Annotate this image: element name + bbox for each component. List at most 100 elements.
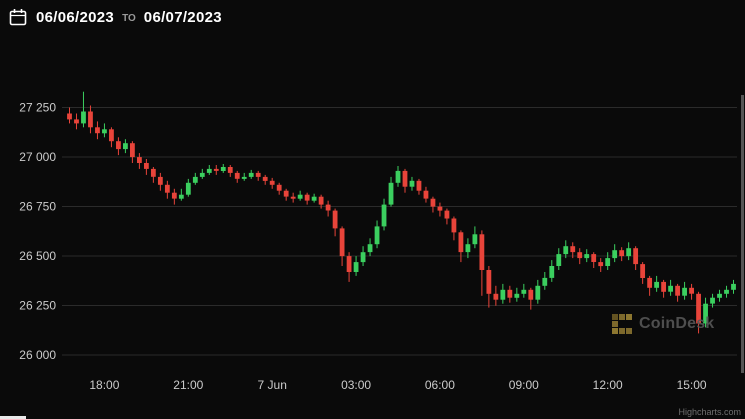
y-axis-label: 26 250 bbox=[19, 299, 56, 313]
candle bbox=[325, 200, 331, 217]
candle bbox=[143, 159, 149, 175]
candle bbox=[507, 285, 513, 303]
candle bbox=[626, 242, 632, 261]
x-axis-label: 12:00 bbox=[593, 378, 623, 392]
candle bbox=[696, 291, 701, 334]
candle bbox=[353, 256, 359, 276]
candle bbox=[304, 192, 310, 205]
candle bbox=[591, 252, 597, 268]
candle bbox=[542, 272, 548, 290]
candle bbox=[640, 262, 646, 284]
y-axis-label: 27 250 bbox=[19, 101, 56, 115]
candle bbox=[283, 188, 289, 201]
candle bbox=[619, 247, 625, 262]
candle bbox=[682, 281, 687, 300]
candle bbox=[584, 249, 590, 263]
candle bbox=[192, 172, 198, 185]
candle bbox=[395, 166, 401, 187]
candle bbox=[81, 91, 86, 128]
coindesk-watermark: CoinDesk bbox=[612, 314, 714, 334]
y-axis-label: 26 750 bbox=[19, 200, 56, 214]
candle bbox=[703, 297, 708, 328]
candle bbox=[437, 202, 443, 217]
candle bbox=[633, 246, 639, 270]
candle bbox=[339, 226, 345, 266]
candle bbox=[528, 287, 534, 310]
candle bbox=[472, 226, 478, 249]
candle bbox=[74, 113, 79, 130]
candle bbox=[157, 172, 163, 191]
x-axis-label: 09:00 bbox=[509, 378, 539, 392]
candle bbox=[465, 238, 471, 259]
candle bbox=[269, 177, 275, 189]
candle bbox=[136, 153, 142, 169]
candle bbox=[102, 123, 107, 138]
candle bbox=[535, 279, 541, 304]
candle bbox=[255, 170, 261, 181]
coindesk-logo-icon bbox=[612, 314, 632, 334]
candle bbox=[514, 287, 520, 302]
date-separator: TO bbox=[122, 12, 136, 24]
candle bbox=[549, 260, 555, 282]
candle bbox=[556, 248, 562, 270]
candle bbox=[570, 242, 576, 259]
candle bbox=[423, 186, 429, 203]
candle bbox=[199, 168, 205, 179]
highcharts-credits-link[interactable]: Highcharts.com bbox=[678, 407, 741, 417]
candle bbox=[206, 165, 212, 175]
candle bbox=[381, 198, 387, 231]
candle bbox=[227, 165, 233, 177]
candle bbox=[654, 275, 660, 292]
from-date[interactable]: 06/06/2023 bbox=[36, 8, 115, 26]
candle bbox=[563, 240, 569, 259]
candle bbox=[605, 252, 611, 270]
date-range-picker[interactable]: 06/06/2023 TO 06/07/2023 bbox=[8, 7, 222, 27]
candle bbox=[416, 178, 422, 195]
vertical-scrollbar[interactable] bbox=[741, 95, 744, 373]
candle bbox=[220, 164, 226, 173]
y-axis-label: 27 000 bbox=[19, 150, 56, 164]
candle bbox=[598, 258, 604, 272]
candle bbox=[332, 208, 338, 237]
candle bbox=[689, 283, 694, 300]
candle bbox=[130, 141, 135, 163]
horizontal-scrollbar-fragment[interactable] bbox=[0, 416, 26, 419]
candle bbox=[724, 285, 729, 298]
candle bbox=[297, 190, 303, 201]
candle bbox=[178, 188, 184, 201]
candle bbox=[675, 283, 680, 302]
x-axis-label: 03:00 bbox=[341, 378, 371, 392]
candle bbox=[668, 279, 673, 296]
candle bbox=[451, 216, 457, 241]
candle bbox=[710, 293, 715, 308]
x-axis-label: 06:00 bbox=[425, 378, 455, 392]
candle bbox=[661, 279, 667, 298]
calendar-icon[interactable] bbox=[8, 7, 28, 27]
x-axis-label: 7 Jun bbox=[258, 378, 287, 392]
candle bbox=[577, 248, 583, 265]
x-axis-label: 15:00 bbox=[677, 378, 707, 392]
y-axis-label: 26 500 bbox=[19, 249, 56, 263]
candle bbox=[171, 188, 177, 205]
candle bbox=[402, 168, 408, 193]
candle bbox=[500, 283, 506, 304]
to-date[interactable]: 06/07/2023 bbox=[143, 8, 222, 26]
candle bbox=[164, 180, 170, 199]
candle bbox=[116, 137, 121, 156]
x-axis-label: 18:00 bbox=[89, 378, 119, 392]
candle bbox=[486, 266, 492, 308]
candle bbox=[241, 172, 247, 181]
candle bbox=[717, 289, 722, 302]
y-axis-label: 26 000 bbox=[19, 348, 56, 362]
candle bbox=[388, 176, 394, 207]
candle bbox=[95, 121, 100, 140]
candle bbox=[458, 230, 464, 263]
candle bbox=[612, 244, 618, 263]
candle bbox=[444, 208, 450, 225]
candle bbox=[346, 252, 352, 282]
candle bbox=[150, 167, 156, 183]
candle bbox=[234, 170, 240, 183]
candle bbox=[213, 165, 219, 175]
coindesk-watermark-text: CoinDesk bbox=[639, 315, 715, 332]
